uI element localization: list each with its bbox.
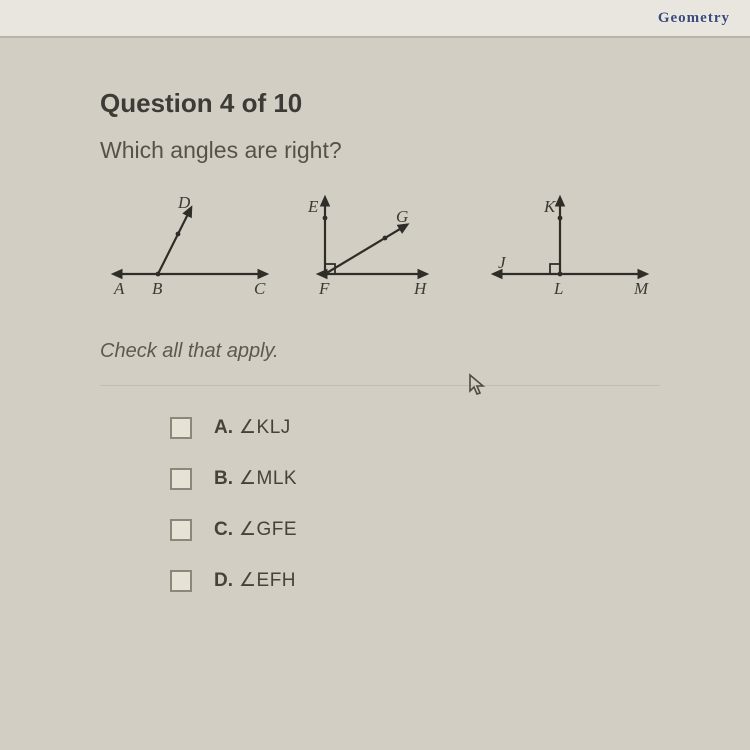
option-label: ∠KLJ xyxy=(239,416,291,439)
svg-text:D: D xyxy=(177,193,191,212)
svg-text:H: H xyxy=(413,279,428,298)
checkbox-b[interactable] xyxy=(170,468,192,490)
options-list: A. ∠KLJ B. ∠MLK C. ∠GFE D. ∠EFH xyxy=(100,416,750,592)
checkbox-d[interactable] xyxy=(170,570,192,592)
option-label: ∠EFH xyxy=(239,569,296,592)
option-letter: D. xyxy=(214,570,233,592)
option-letter: B. xyxy=(214,468,233,490)
option-d[interactable]: D. ∠EFH xyxy=(170,569,750,592)
check-all-instruction: Check all that apply. xyxy=(100,340,660,386)
svg-text:F: F xyxy=(318,279,330,298)
svg-text:K: K xyxy=(543,197,557,216)
geometry-diagram: A B C D E G F H K J L M xyxy=(100,182,660,332)
svg-text:A: A xyxy=(113,279,125,298)
option-letter: A. xyxy=(214,417,233,439)
svg-text:B: B xyxy=(152,279,163,298)
option-label: ∠GFE xyxy=(239,518,297,541)
question-heading: Question 4 of 10 xyxy=(100,88,750,119)
svg-text:E: E xyxy=(307,197,319,216)
svg-text:L: L xyxy=(553,279,563,298)
question-page: Question 4 of 10 Which angles are right?… xyxy=(0,38,750,592)
option-a[interactable]: A. ∠KLJ xyxy=(170,416,750,439)
checkbox-a[interactable] xyxy=(170,417,192,439)
option-label: ∠MLK xyxy=(239,467,297,490)
svg-text:M: M xyxy=(633,279,649,298)
checkbox-c[interactable] xyxy=(170,519,192,541)
option-c[interactable]: C. ∠GFE xyxy=(170,518,750,541)
option-b[interactable]: B. ∠MLK xyxy=(170,467,750,490)
svg-text:C: C xyxy=(254,279,266,298)
breadcrumb-fragment: Geometry xyxy=(658,10,730,27)
top-bar: Geometry xyxy=(0,0,750,38)
svg-text:G: G xyxy=(396,207,408,226)
option-letter: C. xyxy=(214,519,233,541)
question-prompt: Which angles are right? xyxy=(100,137,750,164)
svg-text:J: J xyxy=(498,253,507,272)
